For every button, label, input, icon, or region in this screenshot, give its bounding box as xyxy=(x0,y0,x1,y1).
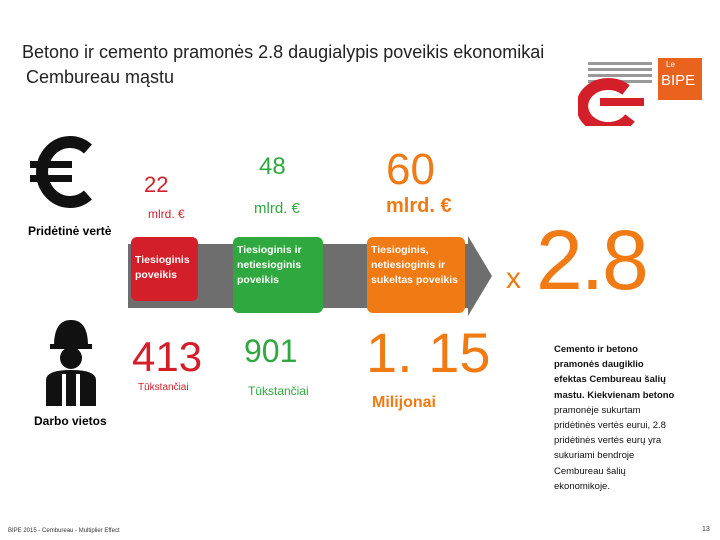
jobs: 413 xyxy=(132,333,203,380)
jobs: 1. 15 xyxy=(366,321,491,384)
bipe-logo: Le BIPE xyxy=(658,58,702,100)
euro-icon xyxy=(30,136,92,208)
note-line: Cembureau šalių xyxy=(554,465,626,477)
footer-source: BIPE 2015 - Cembureau - Multiplier Effec… xyxy=(8,528,120,534)
jobs-unit: Tūkstančiai xyxy=(138,382,189,393)
box-line: netiesioginis xyxy=(237,259,302,271)
impact-box: Tiesioginis ir netiesioginis poveikis xyxy=(233,237,323,313)
unit: mlrd. € xyxy=(254,200,300,217)
note-line: pramonės daugiklio xyxy=(554,359,644,371)
multiplier-prefix: x xyxy=(506,262,521,295)
note: Cemento ir betono pramonės daugiklio efekt… xyxy=(554,342,674,494)
jobs-unit: Tūkstančiai xyxy=(248,384,309,398)
note-line: sukuriami bendroje xyxy=(554,450,635,462)
note-line: pramonėje sukurtam xyxy=(554,404,641,416)
box-line: Tiesioginis xyxy=(135,254,190,266)
note-line: pridėtinės vertės eurui, 2.8 xyxy=(554,420,666,432)
jobs-unit: Milijonai xyxy=(372,394,436,411)
jobs: 901 xyxy=(244,333,298,369)
page-number: 13 xyxy=(702,526,710,533)
row-label: Darbo vietos xyxy=(34,414,107,428)
unit: mlrd. € xyxy=(148,207,185,221)
box-line: poveikis xyxy=(237,274,280,286)
box-line: Tiesioginis ir xyxy=(237,244,302,256)
multiplier-value: 2.8 xyxy=(536,213,649,307)
impact-box: Tiesioginis, netiesioginis ir sukeltas pov… xyxy=(367,237,465,313)
note-line: ekonomikoje. xyxy=(554,480,610,492)
impact-box: Tiesioginis poveikis xyxy=(131,237,198,301)
note-line: efektas Cembureau šalių xyxy=(554,374,666,386)
unit: mlrd. € xyxy=(386,195,452,217)
logo-small: Le xyxy=(666,60,675,69)
value: 60 xyxy=(386,145,435,194)
box-line: netiesioginis ir xyxy=(371,259,446,271)
value: 22 xyxy=(144,172,169,197)
box-line: sukeltas poveikis xyxy=(371,274,458,286)
box-line: poveikis xyxy=(135,269,178,281)
row-label: Pridėtinė vertė xyxy=(28,224,112,238)
title-line: Betono ir cemento pramonės 2.8 daugialyp… xyxy=(22,42,545,62)
value: 48 xyxy=(259,153,286,180)
title-line: Cembureau mąstu xyxy=(26,67,175,87)
cembureau-logo xyxy=(578,62,652,126)
logo-text: BIPE xyxy=(661,72,696,89)
note-line: Cemento ir betono xyxy=(554,344,638,355)
note-line: pridėtinės vertės eurų yra xyxy=(554,435,662,447)
note-line: mastu. Kiekvienam betono xyxy=(554,389,675,401)
box-line: Tiesioginis, xyxy=(371,244,429,256)
worker-icon xyxy=(46,320,96,406)
